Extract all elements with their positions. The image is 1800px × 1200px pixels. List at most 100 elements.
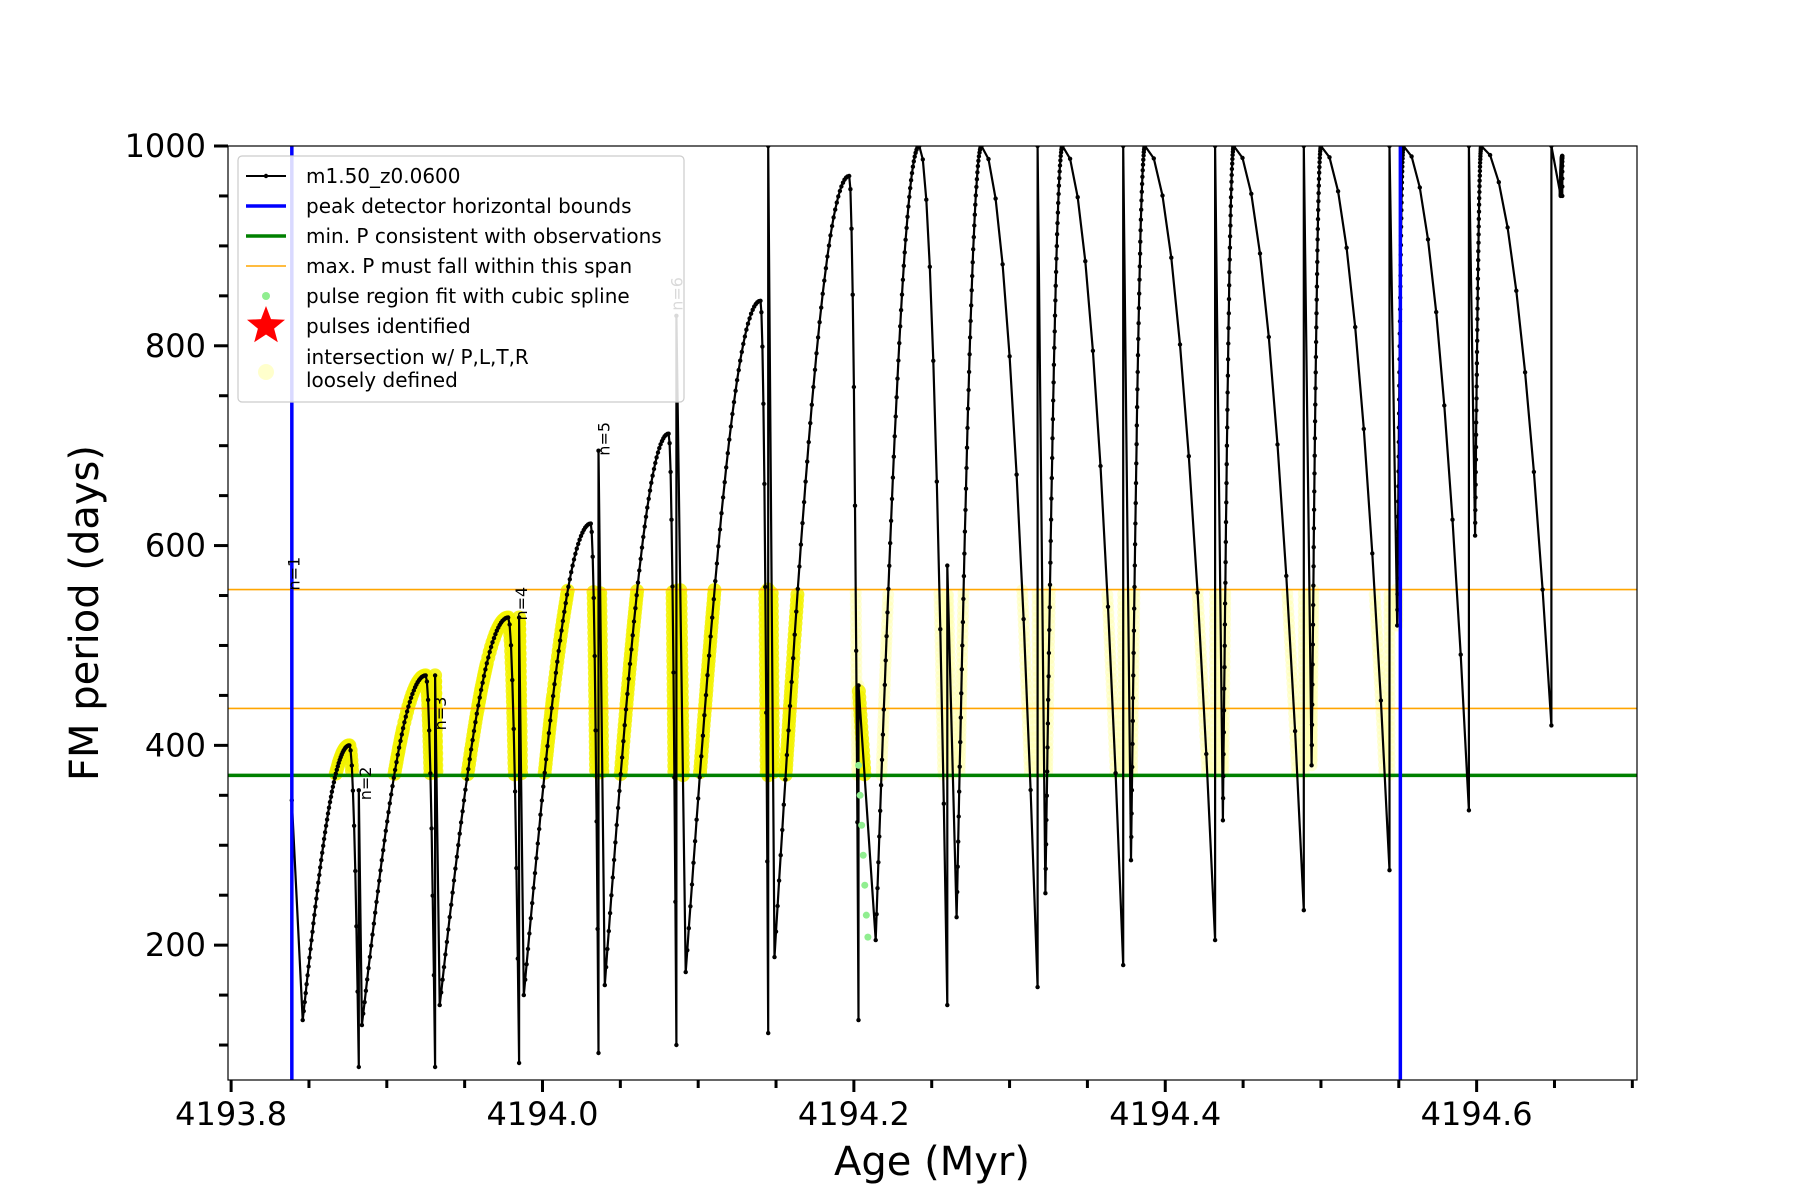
model-point [464,777,470,782]
model-point [891,454,896,459]
model-point [959,691,964,696]
model-point [1132,606,1137,611]
model-point [705,673,710,678]
model-point [1477,173,1483,178]
model-point [347,743,352,748]
model-point [423,673,428,678]
model-point [1132,584,1137,590]
model-point [532,870,538,876]
model-point [1067,156,1073,161]
model-point [576,541,581,547]
model-point [385,819,390,824]
model-point [463,787,468,792]
spline-point [864,933,872,941]
model-point [1129,811,1134,816]
model-point [439,990,444,995]
model-point [1311,507,1317,512]
model-point [381,848,386,853]
model-point [1056,183,1062,188]
model-point [330,784,336,789]
model-point [1222,643,1227,648]
model-point [351,823,357,828]
model-point [1224,500,1229,505]
model-point [1043,891,1048,896]
model-point [577,537,582,542]
model-point [1054,243,1060,249]
model-point [895,376,900,381]
model-point [440,977,445,982]
model-point [333,771,338,776]
model-point [969,288,974,293]
model-point [359,1022,365,1028]
model-point [631,619,637,624]
model-point [398,738,403,744]
model-point [814,351,819,356]
model-period-series [289,146,1565,1070]
x-tick-label: 4194.0 [487,1095,599,1133]
model-point [1477,168,1483,174]
model-point [626,676,631,681]
model-point [1051,362,1057,367]
model-point [673,899,678,904]
model-point [1313,402,1318,407]
model-point [1317,164,1322,170]
model-point [332,775,337,780]
model-point [615,805,621,811]
model-point [324,817,330,822]
model-point [1442,403,1447,408]
model-point [959,667,964,672]
model-point [702,713,707,718]
model-point [970,273,975,279]
model-point [880,732,886,737]
model-point [606,928,611,934]
model-point [742,334,748,339]
model-point [945,1002,950,1008]
y-axis-label: FM period (days) [62,445,108,781]
plot-area: n=1n=2n=3n=4n=5n=6 [228,146,1637,1080]
model-point [627,661,633,667]
model-point [1140,168,1145,173]
model-point [537,826,542,832]
model-point [904,225,909,231]
model-point [1113,770,1118,776]
model-point [1134,423,1140,428]
model-point [908,185,913,191]
model-point [1046,650,1052,656]
model-point [1540,587,1545,592]
model-point [312,912,317,918]
model-point [1128,858,1134,863]
model-point [655,450,661,455]
model-point [476,703,481,708]
model-point [1028,787,1033,793]
model-point [974,184,979,190]
model-point [1387,868,1392,873]
model-point [972,212,977,217]
model-point [955,864,960,869]
model-point [1045,769,1050,774]
model-point [1309,763,1314,768]
model-point [964,465,969,471]
model-point [1224,480,1229,486]
model-point [314,896,319,901]
model-point [523,977,528,982]
model-point [355,989,360,994]
model-point [1361,426,1367,432]
spline-point [855,761,863,769]
model-point [778,853,783,858]
model-point [1131,650,1136,656]
model-point [1316,183,1322,188]
model-point [1130,764,1135,770]
y-tick-label: 1000 [125,127,206,165]
model-point [571,557,577,562]
model-point [1473,520,1478,525]
model-point [1266,334,1272,340]
model-point [669,517,674,522]
model-point [672,775,677,780]
model-point [1474,349,1480,355]
model-point [765,859,770,864]
model-point [650,473,655,478]
model-point [310,929,315,934]
model-point [706,653,712,658]
model-point [638,556,643,562]
